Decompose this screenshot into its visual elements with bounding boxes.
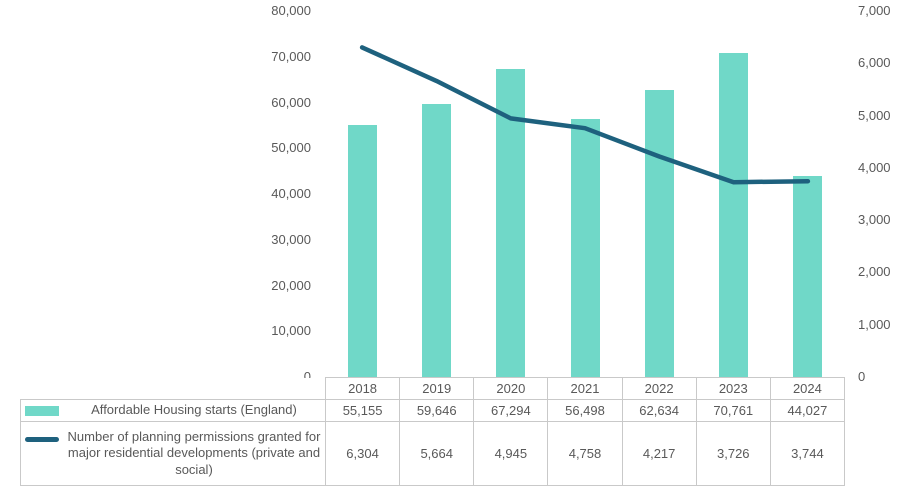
value-cell-bar-2020: 67,294 xyxy=(473,399,549,422)
bar-2024 xyxy=(793,175,823,377)
value-cell-line-2023: 3,726 xyxy=(695,421,771,486)
table-corner-blank xyxy=(20,377,326,400)
series-name-label: Number of planning permissions granted f… xyxy=(67,428,321,477)
value-cell-line-2019: 5,664 xyxy=(399,421,475,486)
y-axis-left-tick-0: 0 xyxy=(303,369,311,384)
y-axis-right-tick-1,000: 1,000 xyxy=(858,316,891,332)
y-axis-left-tick-20,000: 20,000 xyxy=(271,277,311,293)
value-cell-line-2021: 4,758 xyxy=(547,421,623,486)
year-header-2019: 2019 xyxy=(399,377,475,400)
y-axis-right-tick-3,000: 3,000 xyxy=(858,212,891,228)
value-cell-bar-2024: 44,027 xyxy=(769,399,846,422)
y-axis-right-tick-7,000: 7,000 xyxy=(858,3,891,18)
bar-2019 xyxy=(421,104,451,377)
y-axis-right-tick-0: 0 xyxy=(858,369,866,384)
year-header-2020: 2020 xyxy=(473,377,549,400)
value-cell-bar-2023: 70,761 xyxy=(695,399,771,422)
y-axis-left-tick-30,000: 30,000 xyxy=(271,231,311,247)
series-name-label: Affordable Housing starts (England) xyxy=(91,402,297,418)
y-axis-right-tick-5,000: 5,000 xyxy=(858,107,891,123)
year-header-2021: 2021 xyxy=(547,377,623,400)
y-axis-left-tick-10,000: 10,000 xyxy=(271,323,311,339)
bar-2022 xyxy=(644,90,674,377)
y-axis-left-tick-70,000: 70,000 xyxy=(271,48,311,64)
data-table: 2018 2019 2020 2021 2022 2023 2024 Affordable H… xyxy=(20,377,846,486)
value-cell-line-2022: 4,217 xyxy=(621,421,697,486)
y-axis-left-tick-80,000: 80,000 xyxy=(271,3,311,18)
table-row-line-series: Number of planning permissions granted f… xyxy=(20,421,846,486)
bar-2021 xyxy=(570,118,600,377)
value-cell-bar-2021: 56,498 xyxy=(547,399,623,422)
bar-series-legend-swatch-icon xyxy=(25,405,59,416)
y-axis-left-tick-40,000: 40,000 xyxy=(271,186,311,201)
value-cell-line-2018: 6,304 xyxy=(324,421,401,486)
year-header-2018: 2018 xyxy=(324,377,401,400)
y-axis-right-tick-4,000: 4,000 xyxy=(858,159,891,175)
value-cell-bar-2019: 59,646 xyxy=(399,399,475,422)
year-header-2023: 2023 xyxy=(695,377,771,400)
y-axis-left-tick-50,000: 50,000 xyxy=(271,140,311,156)
value-cell-bar-2022: 62,634 xyxy=(621,399,697,422)
bar-2020 xyxy=(496,69,526,377)
table-header-row: 2018 2019 2020 2021 2022 2023 2024 xyxy=(20,377,846,400)
legend-cell-line: Number of planning permissions granted f… xyxy=(20,421,326,486)
bar-2023 xyxy=(719,53,749,377)
year-header-2024: 2024 xyxy=(769,377,846,400)
y-axis-right-tick-6,000: 6,000 xyxy=(858,55,891,71)
value-cell-line-2024: 3,744 xyxy=(769,421,846,486)
legend-cell-bar: Affordable Housing starts (England) xyxy=(20,399,326,422)
line-series-legend-swatch-icon xyxy=(25,436,59,442)
value-cell-bar-2018: 55,155 xyxy=(324,399,401,422)
table-row-bar-series: Affordable Housing starts (England) 55,15… xyxy=(20,399,846,422)
year-header-2022: 2022 xyxy=(621,377,697,400)
y-axis-left-tick-60,000: 60,000 xyxy=(271,94,311,110)
value-cell-line-2020: 4,945 xyxy=(473,421,549,486)
y-axis-right-tick-2,000: 2,000 xyxy=(858,264,891,280)
bar-2018 xyxy=(347,124,377,377)
